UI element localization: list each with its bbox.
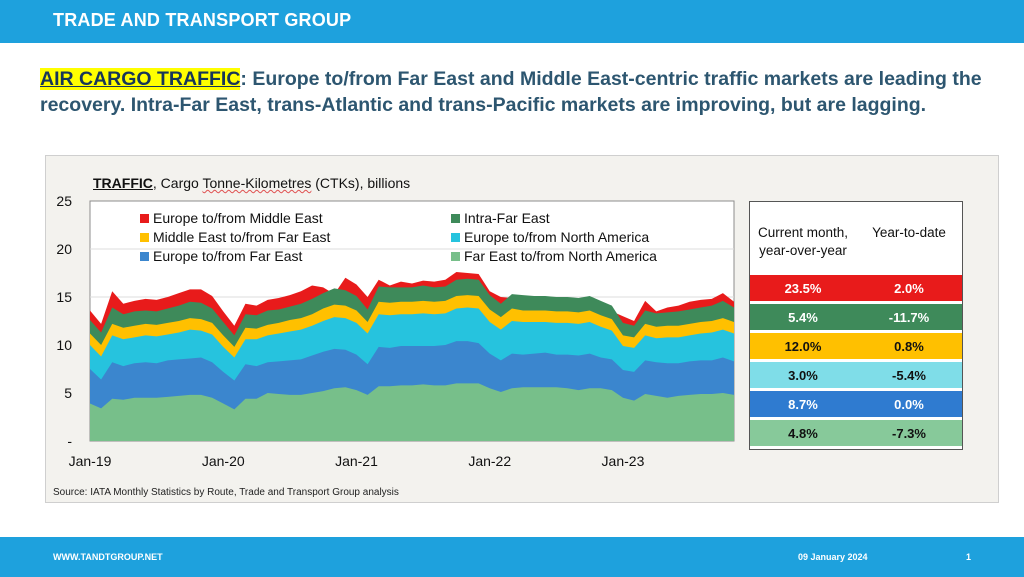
legend-swatch-europe-to-from-far-east	[140, 252, 149, 261]
slide-headline: AIR CARGO TRAFFIC: Europe to/from Far Ea…	[40, 66, 1000, 118]
x-tick-label: Jan-23	[602, 453, 645, 469]
footer-date: 09 January 2024	[798, 552, 868, 562]
y-tick-label: 5	[64, 385, 72, 401]
headline-colon: :	[240, 68, 247, 90]
source-note: Source: IATA Monthly Statistics by Route…	[53, 487, 399, 498]
current-month-value: 12.0%	[784, 339, 822, 354]
growth-row-europe-to-from-north-america: 3.0% -5.4%	[750, 362, 962, 389]
current-month-value: 23.5%	[784, 281, 822, 296]
y-tick-label: 25	[56, 193, 72, 209]
x-tick-label: Jan-21	[335, 453, 378, 469]
growth-row-far-east-to-from-north-america: 4.8% -7.3%	[750, 420, 962, 447]
year-to-date-value: 2.0%	[894, 281, 924, 296]
legend-swatch-intra-far-east	[451, 214, 460, 223]
y-tick-label: -	[67, 433, 72, 449]
x-tick-label: Jan-19	[69, 453, 112, 469]
year-to-date-value: -7.3%	[892, 426, 926, 441]
headline-tag: AIR CARGO TRAFFIC	[40, 68, 241, 90]
legend-label-europe-to-from-middle-east: Europe to/from Middle East	[153, 210, 323, 226]
chart-title-squiggle: Tonne-Kilometres	[202, 175, 312, 191]
chart-title: TRAFFIC, Cargo Tonne-Kilometres (CTKs), …	[93, 175, 410, 191]
growth-row-intra-far-east: 5.4% -11.7%	[750, 304, 962, 331]
current-month-value: 5.4%	[788, 310, 818, 325]
headline-text: Europe to/from Far East and Middle East-…	[40, 68, 982, 116]
y-tick-label: 15	[56, 289, 72, 305]
growth-row-middle-east-to-from-far-east: 12.0% 0.8%	[750, 333, 962, 360]
header-year-to-date: Year-to-date	[872, 225, 946, 240]
legend-swatch-middle-east-to-from-far-east	[140, 233, 149, 242]
header-bar: TRADE AND TRANSPORT GROUP	[0, 0, 1024, 43]
chart-title-post: (CTKs), billions	[311, 175, 411, 191]
legend-label-europe-to-from-far-east: Europe to/from Far East	[153, 248, 303, 264]
legend-label-middle-east-to-from-far-east: Middle East to/from Far East	[153, 229, 331, 245]
growth-table: Current month, year-over-year Year-to-da…	[749, 201, 963, 450]
page-number: 1	[966, 552, 972, 562]
footer-url: WWW.TANDTGROUP.NET	[53, 552, 163, 562]
legend-label-europe-to-from-north-america: Europe to/from North America	[464, 229, 649, 245]
year-to-date-value: -11.7%	[888, 310, 930, 325]
current-month-value: 4.8%	[788, 426, 818, 441]
y-tick-label: 20	[56, 241, 72, 257]
x-tick-label: Jan-22	[468, 453, 511, 469]
chart-title-pre: , Cargo	[152, 175, 203, 191]
growth-row-europe-to-from-middle-east: 23.5% 2.0%	[750, 275, 962, 302]
year-to-date-value: 0.0%	[894, 397, 924, 412]
legend-swatch-far-east-to-from-north-america	[451, 252, 460, 261]
brand-title: TRADE AND TRANSPORT GROUP	[53, 10, 352, 30]
growth-row-europe-to-from-far-east: 8.7% 0.0%	[750, 391, 962, 418]
chart-title-bold: TRAFFIC	[93, 175, 153, 191]
year-to-date-value: 0.8%	[894, 339, 924, 354]
y-tick-label: 10	[56, 337, 72, 353]
footer-bar: WWW.TANDTGROUP.NET 09 January 2024 1	[0, 537, 1024, 577]
header-current-month: Current month, year-over-year	[757, 225, 849, 258]
current-month-value: 3.0%	[788, 368, 818, 383]
area-far-east-to-from-north-america	[90, 383, 734, 441]
legend-label-far-east-to-from-north-america: Far East to/from North America	[464, 248, 657, 264]
x-tick-label: Jan-20	[202, 453, 245, 469]
legend-swatch-europe-to-from-north-america	[451, 233, 460, 242]
year-to-date-value: -5.4%	[892, 368, 926, 383]
legend-label-intra-far-east: Intra-Far East	[464, 210, 550, 226]
current-month-value: 8.7%	[788, 397, 818, 412]
legend-swatch-europe-to-from-middle-east	[140, 214, 149, 223]
